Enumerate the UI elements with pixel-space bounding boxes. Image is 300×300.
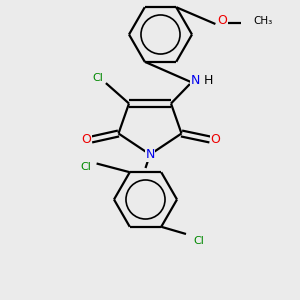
Text: O: O (81, 133, 91, 146)
Text: O: O (211, 133, 220, 146)
Text: Cl: Cl (92, 73, 103, 83)
Text: Cl: Cl (193, 236, 204, 247)
Text: Cl: Cl (80, 161, 91, 172)
Text: N: N (190, 74, 200, 88)
Text: O: O (217, 14, 227, 28)
Text: CH₃: CH₃ (253, 16, 272, 26)
Text: H: H (204, 74, 213, 88)
Text: N: N (145, 148, 155, 161)
